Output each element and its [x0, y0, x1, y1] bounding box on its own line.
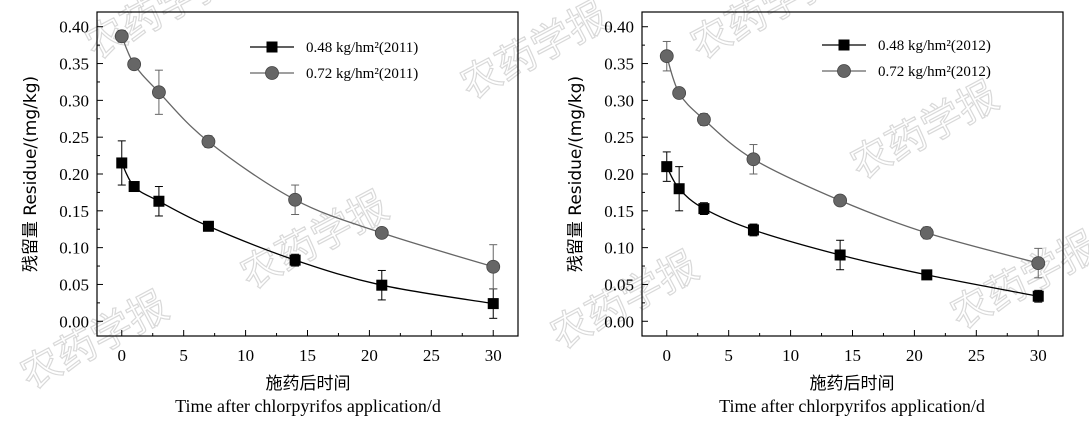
x-tick-label: 10 [237, 346, 254, 365]
x-tick-label: 20 [361, 346, 378, 365]
data-point [128, 181, 140, 193]
data-point [1032, 290, 1044, 302]
y-tick-label: 0.10 [604, 239, 634, 258]
series-low-dose [116, 140, 499, 319]
data-point [486, 259, 501, 274]
x-tick-label: 15 [844, 346, 861, 365]
series-high-dose [659, 40, 1046, 279]
y-tick-label: 0.35 [604, 55, 634, 74]
y-tick-label: 0.35 [59, 55, 89, 74]
data-point [919, 226, 934, 240]
data-point [288, 192, 303, 207]
legend-label: 0.72 kg/hm²(2011) [306, 66, 418, 82]
watermark-text: 农药学报 [233, 183, 396, 299]
legend-marker [837, 64, 851, 78]
plot-frame [96, 11, 519, 337]
y-tick-label: 0.20 [604, 165, 634, 184]
y-tick-label: 0.15 [59, 202, 89, 221]
x-tick-label: 0 [118, 346, 127, 365]
y-tick-label: 0.40 [59, 18, 89, 37]
y-axis-title: 残留量 Residue/(mg/kg) [21, 76, 41, 272]
y-tick-label: 0.05 [604, 275, 634, 294]
x-axis-title-en: Time after chlorpyrifos application/d [175, 396, 441, 416]
data-point [1031, 256, 1046, 271]
x-tick-label: 25 [423, 346, 440, 365]
chart-2012: 0.00 0.05 0.10 0.15 0.20 0.25 0.30 0.35 0.40 0 5 10… [566, 11, 1064, 416]
chart-2011: 0.00 0.05 0.10 0.15 0.20 0.25 0.30 0.35 0.40 0 5 10… [21, 11, 519, 416]
data-point [833, 193, 848, 208]
data-point [201, 134, 216, 149]
data-point [661, 161, 673, 173]
y-tick-label: 0.00 [604, 312, 634, 331]
data-point [202, 220, 214, 232]
y-tick-label: 0.10 [59, 239, 89, 258]
y-tick-label: 0.30 [59, 91, 89, 110]
x-tick-label: 5 [724, 346, 733, 365]
data-point [374, 226, 389, 240]
data-point [114, 29, 129, 44]
x-tick-label: 20 [906, 346, 923, 365]
y-axis-title: 残留量 Residue/(mg/kg) [566, 76, 586, 272]
y-tick-label: 0.40 [604, 18, 634, 37]
x-tick-label: 5 [179, 346, 188, 365]
data-point [127, 57, 142, 72]
y-tick-label: 0.00 [59, 312, 89, 331]
x-tick-label: 30 [1030, 346, 1047, 365]
data-point [659, 49, 674, 64]
watermark-text: 农药学报 [943, 223, 1089, 339]
x-axis-title-cn: 施药后时间 [810, 374, 895, 394]
data-point [747, 224, 759, 236]
data-point [746, 152, 761, 167]
legend-entry: 0.48 kg/hm²(2011) [250, 40, 418, 56]
data-point [487, 298, 499, 310]
y-tick-label: 0.20 [59, 165, 89, 184]
y-tick-label: 0.05 [59, 275, 89, 294]
x-axis-title-en: Time after chlorpyrifos application/d [719, 396, 985, 416]
watermark-text: 农药学报 [13, 283, 176, 399]
data-point [153, 195, 165, 207]
series-high-dose [114, 29, 501, 290]
data-point [697, 112, 711, 127]
legend-entry: 0.72 kg/hm²(2011) [250, 66, 418, 82]
watermark-text: 农药学报 [453, 0, 616, 109]
legend-entry: 0.72 kg/hm²(2012) [822, 64, 991, 80]
legend-marker [266, 41, 278, 53]
x-tick-label: 10 [782, 346, 799, 365]
legend-entry: 0.48 kg/hm²(2012) [822, 38, 991, 54]
data-point [921, 269, 933, 281]
data-point [698, 203, 710, 215]
data-point [834, 249, 846, 261]
x-tick-label: 30 [485, 346, 502, 365]
y-tick-label: 0.25 [59, 128, 89, 147]
series-low-dose [661, 151, 1044, 303]
data-point [289, 254, 301, 266]
x-axis-title-cn: 施药后时间 [266, 374, 351, 394]
watermark-text: 农药学报 [843, 73, 1006, 189]
x-tick-label: 0 [663, 346, 672, 365]
legend-marker [265, 66, 279, 80]
x-tick-label: 25 [968, 346, 985, 365]
y-tick-label: 0.30 [604, 91, 634, 110]
data-point [672, 86, 687, 100]
legend-label: 0.48 kg/hm²(2012) [878, 38, 991, 54]
watermark-text: 农药学报 [78, 0, 241, 69]
data-point [152, 85, 166, 100]
x-tick-label: 15 [299, 346, 316, 365]
y-tick-label: 0.25 [604, 128, 634, 147]
legend-label: 0.48 kg/hm²(2011) [306, 40, 418, 56]
data-point [673, 183, 685, 195]
legend-label: 0.72 kg/hm²(2012) [878, 64, 991, 80]
data-point [116, 157, 128, 169]
y-tick-label: 0.15 [604, 202, 634, 221]
watermark-text: 农药学报 [683, 0, 846, 69]
legend-marker [838, 39, 850, 51]
data-point [376, 279, 388, 291]
